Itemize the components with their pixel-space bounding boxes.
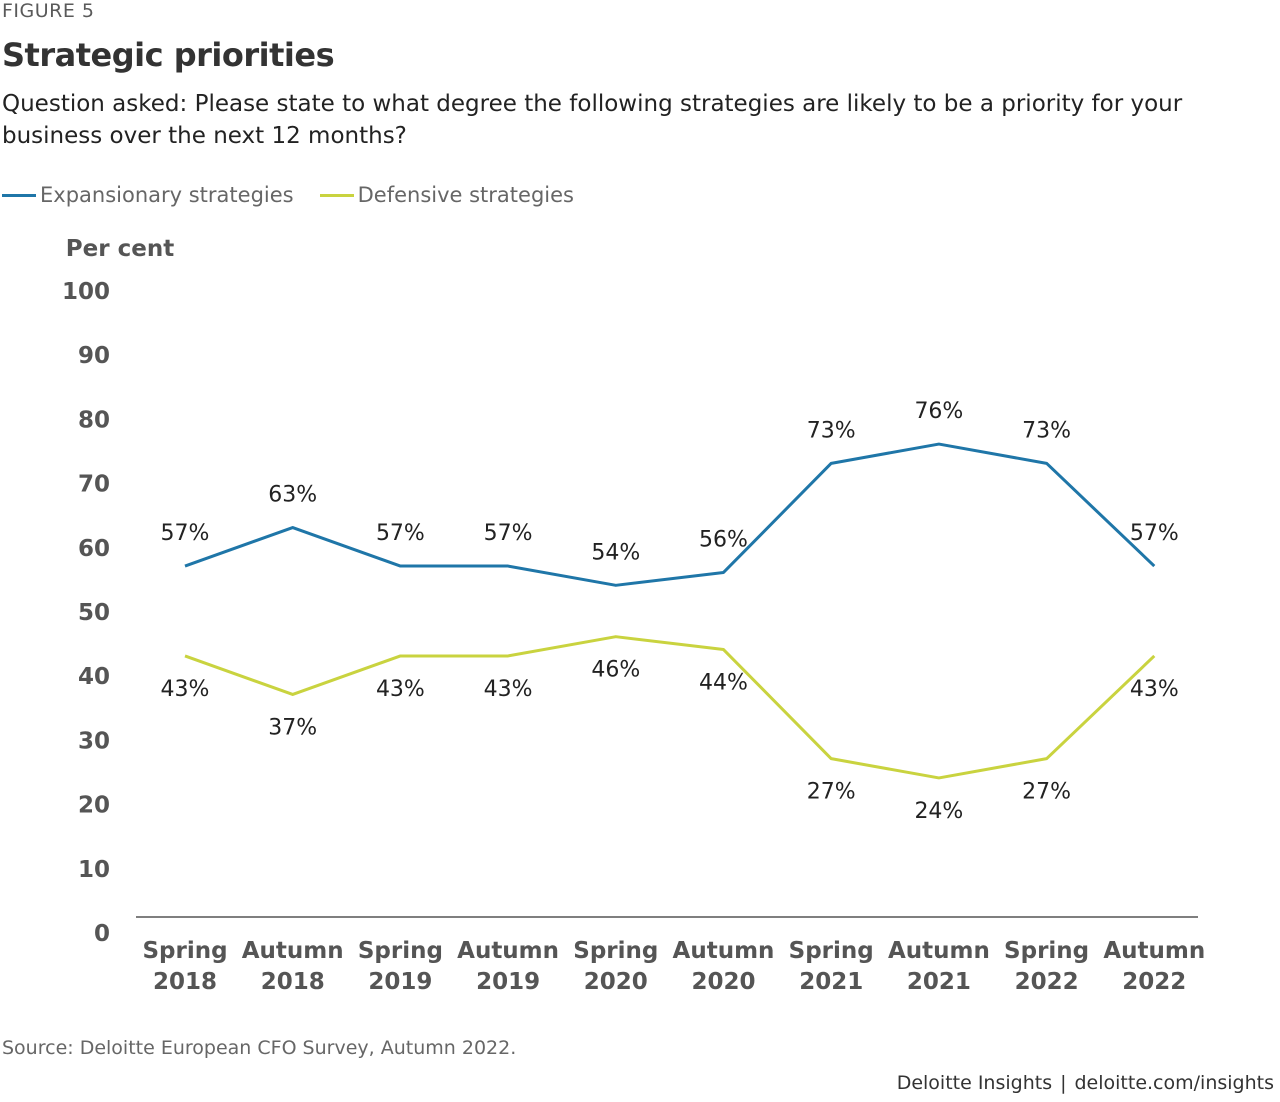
- data-label-expansionary: 57%: [376, 521, 425, 546]
- x-tick-label: Autumn 2020: [673, 938, 775, 995]
- legend-item-defensive: Defensive strategies: [319, 183, 574, 207]
- data-label-defensive: 43%: [376, 677, 425, 702]
- figure-label: FIGURE 5: [2, 0, 95, 22]
- x-tick-label: Spring 2019: [358, 938, 443, 995]
- y-tick-label: 10: [78, 857, 110, 883]
- data-label-expansionary: 56%: [699, 527, 748, 552]
- legend-label-defensive: Defensive strategies: [357, 183, 574, 207]
- data-label-expansionary: 57%: [484, 521, 533, 546]
- data-label-defensive: 43%: [161, 677, 210, 702]
- data-label-defensive: 37%: [268, 715, 317, 740]
- line-chart: Per cent 0 10 20 30 40 50 60 70 80 90 100 Spring 2018…: [62, 236, 1205, 995]
- data-label-defensive: 27%: [1022, 780, 1071, 805]
- data-label-expansionary: 76%: [914, 399, 963, 424]
- y-tick-label: 30: [78, 728, 110, 754]
- legend-item-expansionary: Expansionary strategies: [2, 183, 294, 207]
- chart-axes: Per cent 0 10 20 30 40 50 60 70 80 90 100 Spring 2018…: [62, 236, 1205, 995]
- data-label-defensive: 27%: [807, 780, 856, 805]
- y-tick-label: 90: [78, 343, 110, 369]
- data-label-expansionary: 73%: [807, 418, 856, 443]
- y-tick-label: 100: [62, 279, 110, 305]
- y-tick-label: 70: [78, 472, 110, 498]
- x-tick-label: Autumn 2022: [1103, 938, 1205, 995]
- x-tick-label: Autumn 2021: [888, 938, 990, 995]
- chart-legend: Expansionary strategies Defensive strate…: [2, 183, 600, 207]
- x-tick-label: Spring 2021: [789, 938, 874, 995]
- data-label-defensive: 44%: [699, 671, 748, 696]
- x-tick-label: Spring 2022: [1004, 938, 1089, 995]
- data-label-defensive: 43%: [1130, 677, 1179, 702]
- y-axis-label: Per cent: [66, 236, 174, 262]
- credit-brand: Deloitte Insights: [896, 1072, 1053, 1094]
- chart-title: Strategic priorities: [2, 36, 335, 74]
- data-label-expansionary: 54%: [591, 540, 640, 565]
- chart-data-labels: 57% 63% 57% 57% 54% 56% 73% 76% 73% 57% 43% 37% 43% 4…: [161, 399, 1179, 824]
- data-label-defensive: 24%: [914, 799, 963, 824]
- y-tick-label: 50: [78, 600, 110, 626]
- x-tick-label: Autumn 2018: [242, 938, 344, 995]
- y-tick-label: 0: [94, 921, 110, 947]
- data-label-defensive: 46%: [591, 658, 640, 683]
- source-note: Source: Deloitte European CFO Survey, Au…: [2, 1037, 517, 1059]
- x-tick-label: Spring 2020: [573, 938, 658, 995]
- series-line-expansionary: [184, 442, 1156, 587]
- credit-url[interactable]: deloitte.com/insights: [1074, 1072, 1275, 1094]
- legend-swatch-defensive: [319, 193, 354, 197]
- x-tick-label: Autumn 2019: [457, 938, 559, 995]
- data-label-expansionary: 73%: [1022, 418, 1071, 443]
- y-tick-label: 80: [78, 407, 110, 433]
- y-tick-label: 60: [78, 536, 110, 562]
- data-label-expansionary: 57%: [161, 521, 210, 546]
- y-tick-label: 20: [78, 793, 110, 819]
- credit-separator: |: [1060, 1072, 1067, 1094]
- x-tick-label: Spring 2018: [142, 938, 227, 995]
- y-tick-label: 40: [78, 664, 110, 690]
- chart-series: [184, 442, 1156, 780]
- data-label-defensive: 43%: [484, 677, 533, 702]
- credit-line: Deloitte Insights | deloitte.com/insights: [893, 1072, 1278, 1094]
- series-line-defensive: [184, 635, 1156, 780]
- data-label-expansionary: 57%: [1130, 521, 1179, 546]
- data-label-expansionary: 63%: [268, 483, 317, 508]
- legend-label-expansionary: Expansionary strategies: [40, 183, 294, 207]
- legend-swatch-expansionary: [2, 193, 36, 197]
- chart-subtitle: Question asked: Please state to what deg…: [2, 91, 1183, 149]
